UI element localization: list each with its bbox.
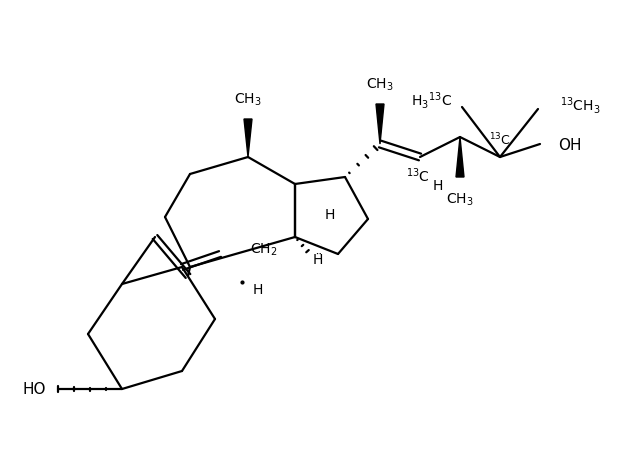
Polygon shape: [456, 138, 464, 178]
Text: CH$_2$: CH$_2$: [250, 241, 278, 258]
Text: CH$_3$: CH$_3$: [446, 191, 474, 208]
Text: HO: HO: [22, 382, 46, 397]
Text: H: H: [433, 178, 443, 193]
Text: H: H: [325, 208, 335, 221]
Text: H: H: [253, 282, 264, 297]
Text: $^{13}$C: $^{13}$C: [489, 131, 511, 148]
Text: CH$_3$: CH$_3$: [366, 77, 394, 93]
Text: $^{13}$CH$_3$: $^{13}$CH$_3$: [560, 94, 600, 115]
Text: OH: OH: [558, 137, 582, 152]
Polygon shape: [244, 120, 252, 158]
Text: H$_3$$^{13}$C: H$_3$$^{13}$C: [411, 89, 452, 110]
Text: CH$_3$: CH$_3$: [234, 91, 262, 108]
Text: $^{13}$C: $^{13}$C: [406, 166, 430, 185]
Text: Ḧ: Ḧ: [313, 252, 323, 267]
Polygon shape: [376, 105, 384, 145]
